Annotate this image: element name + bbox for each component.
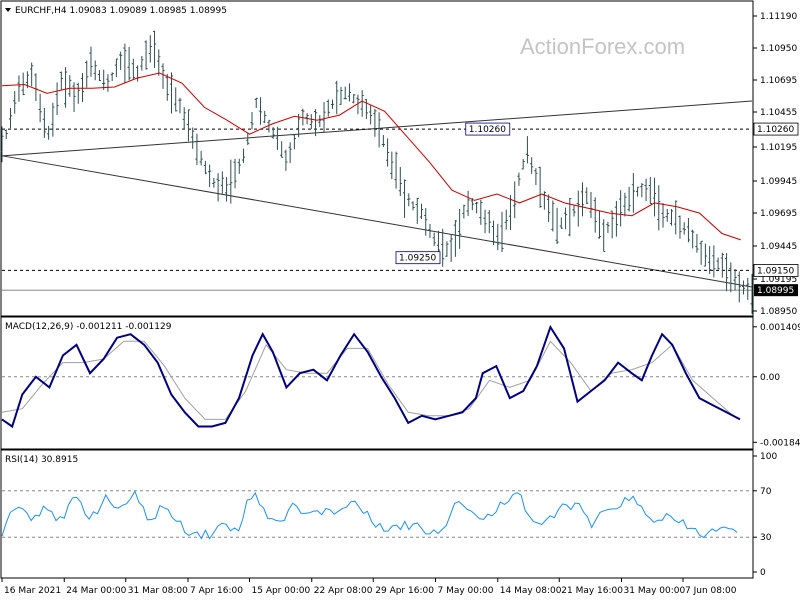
rsi-axis-label: 100 [760, 452, 777, 462]
rsi-line [1, 490, 738, 540]
x-axis-label: 14 May 08:00 [500, 586, 562, 596]
price-axis-label: 1.10195 [760, 143, 797, 153]
annotation-label: 1.09250 [399, 254, 436, 264]
dropdown-arrow-icon[interactable] [5, 8, 11, 12]
price-axis-label: 1.09945 [760, 177, 797, 187]
channel-line [1, 100, 753, 157]
price-layer: 1.11190 1.10950 1.10695 1.10455 1.10195 1.099… [0, 12, 799, 317]
rsi-axis-label: 70 [760, 487, 772, 497]
last-price-box [754, 284, 798, 297]
macd-axis-label: -0.001846 [760, 438, 800, 448]
rsi-panel-frame [0, 449, 754, 579]
annotation-box [465, 122, 511, 136]
annotation-label: 1.10260 [469, 125, 506, 135]
macd-panel-frame [0, 316, 754, 450]
x-axis-label: 21 May 16:00 [561, 586, 623, 596]
rsi-axis-label: 0 [760, 568, 766, 578]
price-header: EURCHF,H4 1.09083 1.09089 1.08985 1.0899… [15, 6, 227, 16]
watermark: ActionForex.com [520, 34, 685, 59]
x-axis-label: 7 Apr 16:00 [190, 586, 243, 596]
level-price-label: 1.09150 [757, 266, 794, 276]
x-axis-label: 31 Mar 08:00 [128, 586, 188, 596]
level-price-label: 1.10260 [757, 125, 794, 135]
macd-axis-label: 0.001409 [760, 323, 800, 333]
x-axis-label: 22 Apr 08:00 [314, 586, 373, 596]
price-panel-frame [0, 0, 754, 317]
last-price-label: 1.08995 [757, 286, 794, 296]
rsi-layer: 100 70 30 0 [1, 452, 777, 578]
macd-axis-label: 0.00 [760, 373, 780, 383]
x-axis-label: 7 Jun 08:00 [685, 586, 737, 596]
annotation-box [395, 251, 441, 265]
price-axis-label: 1.08950 [760, 307, 797, 317]
macd-line [1, 324, 741, 429]
price-axis-label: 1.09445 [760, 242, 797, 252]
x-axis-label: 7 May 00:00 [438, 586, 494, 596]
price-axis-label: 1.09695 [760, 209, 797, 219]
x-axis-label: 15 Apr 00:00 [252, 586, 311, 596]
x-axis-label: 31 May 00:00 [624, 586, 686, 596]
channel-line [1, 155, 753, 288]
rsi-title: RSI(14) 30.8915 [5, 455, 78, 465]
x-axis-label: 16 Mar 2021 [4, 586, 61, 596]
rsi-axis-label: 30 [760, 533, 772, 543]
x-axis-label: 24 Mar 00:00 [66, 586, 126, 596]
level-price-box [753, 122, 799, 136]
macd-layer: 0.001409 0.00 -0.001846 [1, 323, 800, 448]
price-axis-label: 1.09195 [760, 275, 797, 285]
x-axis-label: 29 Apr 16:00 [375, 586, 434, 596]
price-axis-label: 1.10950 [760, 44, 797, 54]
price-axis-label: 1.10455 [760, 108, 797, 118]
level-price-box [753, 264, 799, 277]
macd-title: MACD(12,26,9) -0.001211 -0.001129 [5, 322, 172, 332]
x-axis: 16 Mar 2021 24 Mar 00:00 31 Mar 08:00 7 Apr… [1, 578, 737, 596]
macd-signal-line [1, 340, 734, 420]
price-axis-label: 1.11190 [760, 12, 797, 22]
moving-average-line [1, 72, 741, 241]
price-axis-label: 1.10695 [760, 76, 797, 86]
